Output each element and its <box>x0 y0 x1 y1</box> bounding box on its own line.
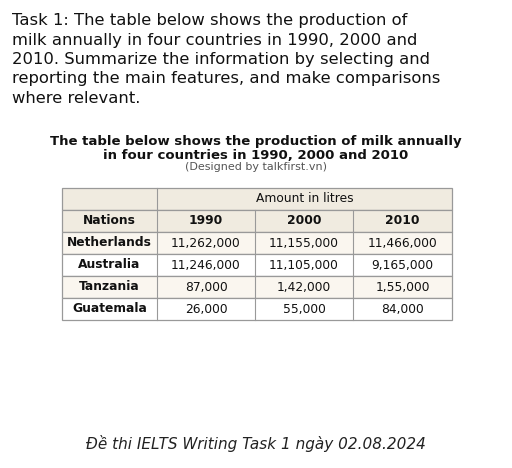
Text: (Designed by talkfirst.vn): (Designed by talkfirst.vn) <box>185 162 327 172</box>
Text: 1,42,000: 1,42,000 <box>277 280 331 293</box>
Text: 2010: 2010 <box>385 214 420 227</box>
Bar <box>157 254 255 276</box>
Text: 84,000: 84,000 <box>381 302 424 315</box>
Bar <box>255 254 353 276</box>
Text: Netherlands: Netherlands <box>67 236 152 249</box>
Text: The table below shows the production of milk annually: The table below shows the production of … <box>50 135 462 148</box>
Bar <box>255 276 353 298</box>
Bar <box>353 254 452 276</box>
Bar <box>255 232 353 254</box>
Text: Nations: Nations <box>83 214 136 227</box>
Text: Tanzania: Tanzania <box>79 280 140 293</box>
Bar <box>62 188 452 210</box>
Text: milk annually in four countries in 1990, 2000 and: milk annually in four countries in 1990,… <box>12 32 417 47</box>
Bar <box>157 232 255 254</box>
Bar <box>62 254 157 276</box>
Bar <box>157 188 452 210</box>
Text: Đề thi IELTS Writing Task 1 ngày 02.08.2024: Đề thi IELTS Writing Task 1 ngày 02.08.2… <box>86 435 426 452</box>
Text: Amount in litres: Amount in litres <box>255 192 353 205</box>
Bar <box>255 298 353 320</box>
Bar <box>62 210 452 232</box>
Text: 87,000: 87,000 <box>185 280 227 293</box>
Bar <box>62 298 157 320</box>
Text: 11,262,000: 11,262,000 <box>171 236 241 249</box>
Text: 2000: 2000 <box>287 214 321 227</box>
Bar <box>62 210 157 232</box>
Bar <box>62 276 157 298</box>
Text: 11,246,000: 11,246,000 <box>171 258 241 271</box>
Text: 26,000: 26,000 <box>185 302 227 315</box>
Bar <box>353 276 452 298</box>
Text: 11,466,000: 11,466,000 <box>368 236 437 249</box>
Text: 11,105,000: 11,105,000 <box>269 258 339 271</box>
Bar <box>157 210 255 232</box>
Text: 1990: 1990 <box>189 214 223 227</box>
Text: Task 1: The table below shows the production of: Task 1: The table below shows the produc… <box>12 13 408 28</box>
Text: 11,155,000: 11,155,000 <box>269 236 339 249</box>
Bar <box>62 254 452 276</box>
Bar <box>353 232 452 254</box>
Bar <box>353 298 452 320</box>
Bar <box>62 232 157 254</box>
Text: in four countries in 1990, 2000 and 2010: in four countries in 1990, 2000 and 2010 <box>103 149 409 162</box>
Bar <box>62 276 452 298</box>
Text: Australia: Australia <box>78 258 141 271</box>
Bar <box>157 276 255 298</box>
Bar <box>157 298 255 320</box>
Text: 9,165,000: 9,165,000 <box>371 258 434 271</box>
Text: 2010. Summarize the information by selecting and: 2010. Summarize the information by selec… <box>12 52 430 67</box>
Bar <box>353 210 452 232</box>
Bar <box>62 232 452 254</box>
Bar <box>62 188 157 210</box>
Text: reporting the main features, and make comparisons: reporting the main features, and make co… <box>12 72 440 87</box>
Text: Guatemala: Guatemala <box>72 302 147 315</box>
Bar <box>62 298 452 320</box>
Bar <box>255 210 353 232</box>
Text: 55,000: 55,000 <box>283 302 326 315</box>
Text: 1,55,000: 1,55,000 <box>375 280 430 293</box>
Text: where relevant.: where relevant. <box>12 91 140 106</box>
